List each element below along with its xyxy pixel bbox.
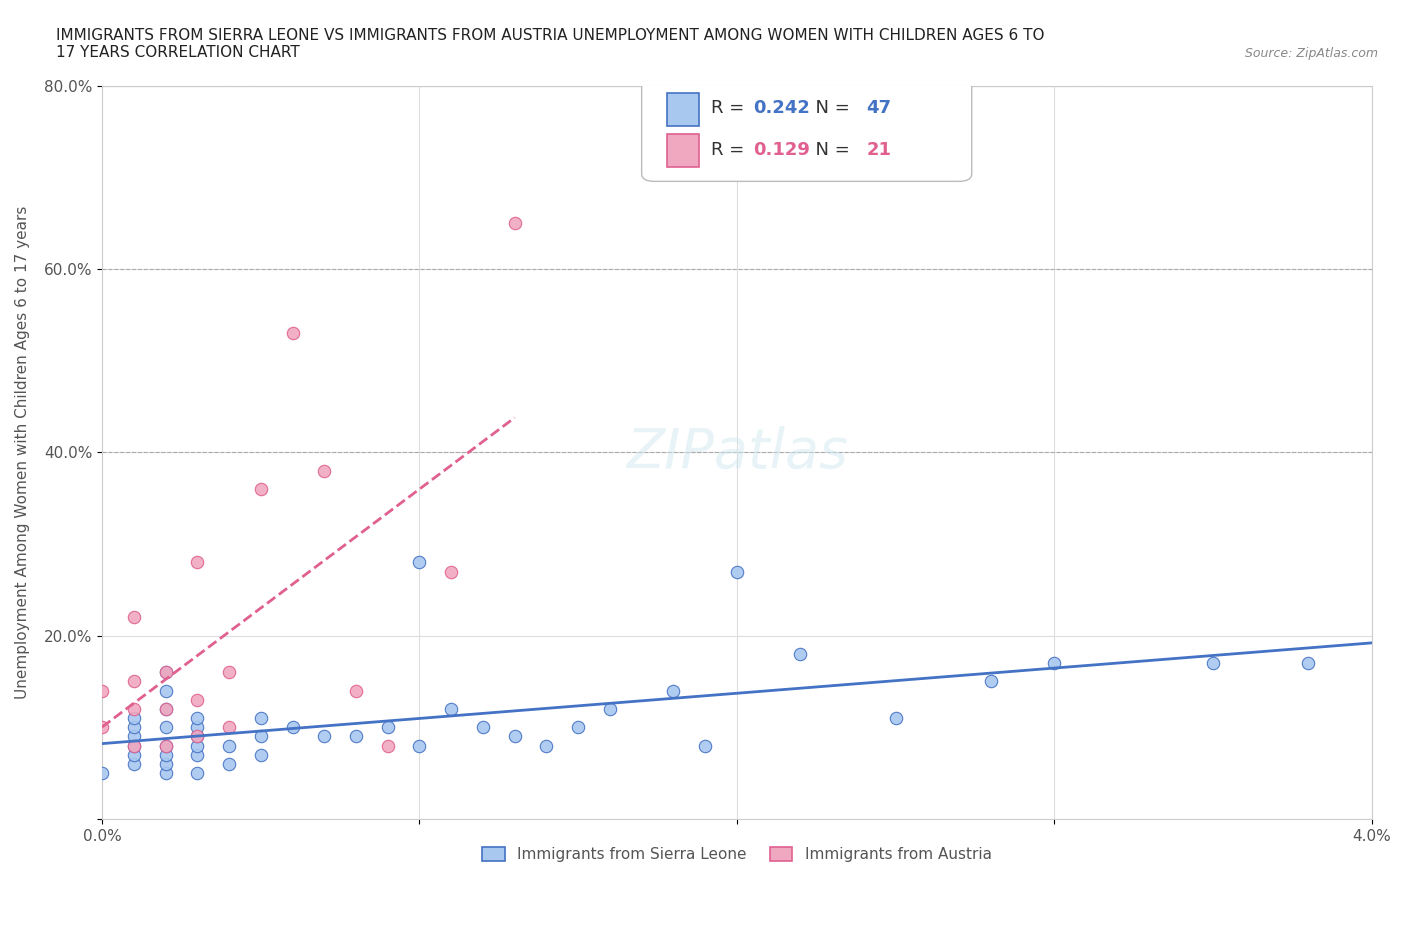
Point xyxy=(662,684,685,698)
Point xyxy=(122,738,145,753)
Point xyxy=(186,729,208,744)
Point xyxy=(314,729,336,744)
Point xyxy=(440,701,463,716)
Text: 0.242: 0.242 xyxy=(754,100,810,117)
Point xyxy=(155,765,177,780)
Text: 21: 21 xyxy=(866,140,891,159)
Point xyxy=(186,748,208,763)
Point xyxy=(536,738,558,753)
Point xyxy=(122,756,145,771)
Point xyxy=(472,720,495,735)
Text: 0.129: 0.129 xyxy=(754,140,810,159)
Point xyxy=(218,665,240,680)
Point xyxy=(155,756,177,771)
Legend: Immigrants from Sierra Leone, Immigrants from Austria: Immigrants from Sierra Leone, Immigrants… xyxy=(474,840,1000,870)
Point xyxy=(408,555,430,570)
Point xyxy=(186,738,208,753)
Text: R =: R = xyxy=(711,140,751,159)
Point xyxy=(725,565,748,579)
Point xyxy=(122,748,145,763)
Point xyxy=(377,738,399,753)
Point xyxy=(567,720,589,735)
Point xyxy=(155,665,177,680)
Point xyxy=(884,711,907,725)
Point xyxy=(599,701,621,716)
Point xyxy=(1296,656,1319,671)
Point xyxy=(377,720,399,735)
Text: Source: ZipAtlas.com: Source: ZipAtlas.com xyxy=(1244,46,1378,60)
Point xyxy=(186,555,208,570)
Point xyxy=(218,756,240,771)
Point xyxy=(281,720,304,735)
Point xyxy=(186,729,208,744)
Text: N =: N = xyxy=(804,100,856,117)
Point xyxy=(122,711,145,725)
Point xyxy=(122,729,145,744)
Point xyxy=(155,720,177,735)
Point xyxy=(218,738,240,753)
Point xyxy=(789,646,811,661)
Point xyxy=(155,701,177,716)
Point xyxy=(91,765,114,780)
Point xyxy=(155,738,177,753)
FancyBboxPatch shape xyxy=(666,134,699,166)
Y-axis label: Unemployment Among Women with Children Ages 6 to 17 years: Unemployment Among Women with Children A… xyxy=(15,206,30,699)
Point xyxy=(122,701,145,716)
Point xyxy=(695,738,717,753)
Point xyxy=(249,729,271,744)
Point xyxy=(155,701,177,716)
Text: ZIPatlas: ZIPatlas xyxy=(626,426,848,479)
Point xyxy=(155,748,177,763)
Point xyxy=(249,482,271,497)
Point xyxy=(186,711,208,725)
Point xyxy=(91,720,114,735)
Point xyxy=(122,610,145,625)
Text: 47: 47 xyxy=(866,100,891,117)
Point xyxy=(186,720,208,735)
FancyBboxPatch shape xyxy=(641,72,972,181)
Text: IMMIGRANTS FROM SIERRA LEONE VS IMMIGRANTS FROM AUSTRIA UNEMPLOYMENT AMONG WOMEN: IMMIGRANTS FROM SIERRA LEONE VS IMMIGRAN… xyxy=(56,28,1045,60)
Text: N =: N = xyxy=(804,140,856,159)
Point xyxy=(281,326,304,340)
Point xyxy=(122,738,145,753)
Point xyxy=(440,565,463,579)
Point xyxy=(186,692,208,707)
Point xyxy=(314,463,336,478)
Point xyxy=(503,729,526,744)
Point xyxy=(155,665,177,680)
Point xyxy=(344,729,367,744)
Point xyxy=(344,684,367,698)
Point xyxy=(1202,656,1225,671)
Point xyxy=(91,684,114,698)
Point xyxy=(155,738,177,753)
Point xyxy=(249,711,271,725)
Point xyxy=(218,720,240,735)
Point xyxy=(1043,656,1066,671)
Point xyxy=(155,684,177,698)
Point xyxy=(249,748,271,763)
FancyBboxPatch shape xyxy=(666,93,699,126)
Point xyxy=(408,738,430,753)
Text: R =: R = xyxy=(711,100,751,117)
Point xyxy=(186,765,208,780)
Point xyxy=(122,674,145,689)
Point xyxy=(980,674,1002,689)
Point xyxy=(122,720,145,735)
Point xyxy=(503,216,526,231)
